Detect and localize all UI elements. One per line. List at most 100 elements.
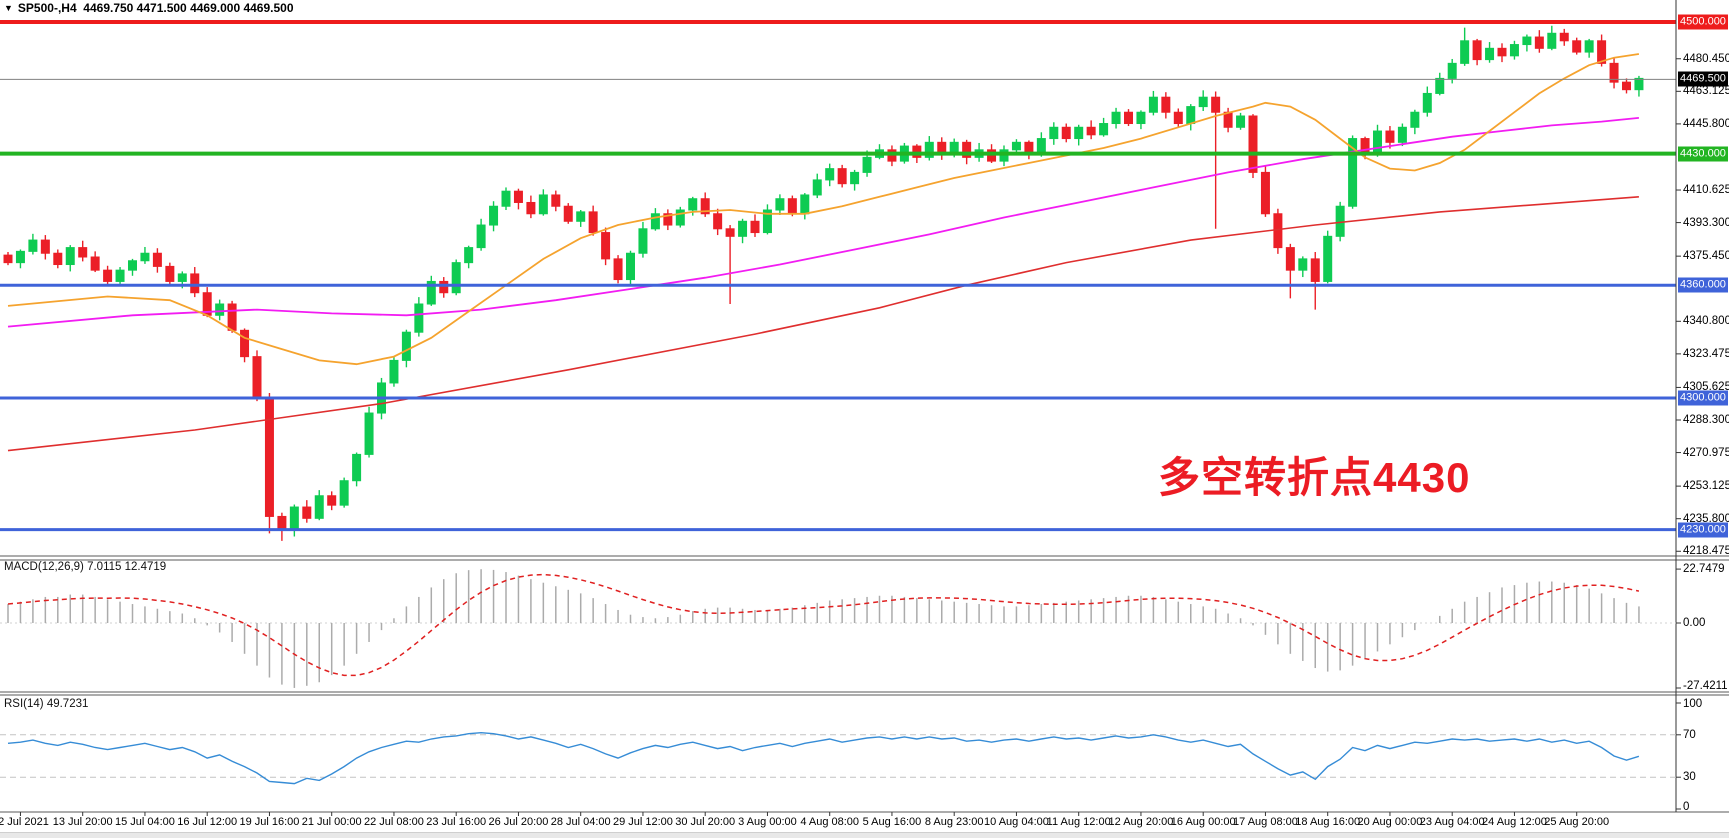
candle-body [165,265,175,282]
candle-body [663,213,673,226]
candle-body [650,213,660,230]
time-axis-label: 24 Aug 12:00 [1482,816,1547,828]
axis-tick-label: 4288.300 [1683,413,1729,426]
time-axis-label: 18 Aug 16:00 [1295,816,1361,828]
candle-body [3,254,13,264]
candle-body [401,331,411,361]
axis-tick-label: 0.00 [1683,617,1706,629]
candle-body [1497,47,1507,57]
time-axis-label: 17 Aug 08:00 [1233,816,1298,828]
candle-body [190,273,200,294]
candle-body [551,194,561,207]
candle-body [152,252,162,267]
candle-body [252,356,262,399]
candle-body [688,198,698,211]
axis-tick-label: 4340.800 [1683,315,1729,328]
candle-body [352,453,362,482]
candle-body [1161,96,1171,113]
candle-body [800,194,810,215]
candle-body [725,228,735,237]
candle-body [1509,44,1519,57]
candle-body [1148,96,1158,113]
candle-body [1211,96,1221,113]
axis-tick-label: 4270.975 [1683,446,1729,459]
axis-tick-label: 0 [1683,801,1690,813]
time-axis-label: 20 Aug 00:00 [1357,816,1423,828]
candle-body [1173,111,1183,125]
time-axis-label: 3 Aug 00:00 [738,816,797,828]
candle-body [1310,258,1320,282]
price-level-badge: 4469.500 [1678,71,1728,87]
chevron-down-icon[interactable]: ▼ [4,3,13,13]
axis-tick-label: 4218.475 [1683,545,1729,558]
candle-body [1410,111,1420,128]
candle-body [576,211,586,222]
time-axis-label: 12 Jul 2021 [0,816,49,828]
candle-body [1323,235,1333,282]
candle-body [1397,126,1407,143]
rsi-line [7,731,1640,785]
candle-body [1111,111,1121,125]
time-axis-label: 29 Jul 12:00 [612,816,673,828]
candle-body [1011,141,1021,151]
candle-body [1435,77,1445,94]
candle-body [1036,138,1046,155]
candle-body [389,359,399,384]
candle-body [115,269,125,282]
time-axis-label: 23 Aug 04:00 [1419,816,1485,828]
chart-text-annotation[interactable]: 多空转折点4430 [1158,454,1471,501]
price-level-badge: 4430.000 [1678,146,1728,162]
candle-body [613,258,623,281]
candle-body [128,260,137,271]
axis-tick-label: 4480.450 [1683,52,1729,65]
candle-body [1186,106,1196,125]
ohlc-readout: 4469.750 4471.500 4469.000 4469.500 [83,1,294,15]
candle-body [850,171,860,185]
macd-signal-line [7,573,1640,677]
axis-tick-label: 4393.300 [1683,216,1729,229]
candle-body [1609,62,1619,83]
time-axis-label: 8 Aug 23:00 [924,816,984,828]
time-axis-label: 16 Jul 12:00 [177,816,238,828]
candle-body [1534,36,1544,49]
price-level-badge: 4300.000 [1678,390,1728,406]
candle-body [1223,111,1233,128]
candle-body [1597,40,1607,64]
candle-body [1074,126,1084,140]
candle-body [15,250,25,264]
candle-body [750,220,760,234]
candle-body [327,495,337,506]
axis-tick-label: 4235.800 [1683,512,1729,525]
candle-body [277,515,287,531]
price-level-badge: 4230.000 [1678,522,1728,538]
candle-body [775,198,785,211]
candle-body [53,252,63,266]
candle-body [215,303,225,316]
candle-body [451,262,461,294]
candle-body [762,209,772,234]
window-bottom-edge [0,832,1729,838]
candle-body [862,156,872,173]
candle-body [675,209,685,226]
candle-body [1472,40,1482,61]
candle-body [227,303,237,331]
candle-body [1285,247,1295,271]
candle-body [302,506,312,519]
rsi-indicator-label: RSI(14) 49.7231 [4,698,89,710]
candle-body [787,198,797,215]
time-axis-label: 22 Jul 08:00 [363,816,424,828]
candle-body [563,205,573,222]
candle-body [1049,126,1059,140]
candle-body [588,211,598,234]
candle-body [1572,40,1582,53]
candle-body [464,247,474,264]
candle-body [1373,130,1382,155]
ma-fast-line [7,53,1640,366]
time-axis-label: 19 Jul 16:00 [239,816,300,828]
axis-tick-label: 4410.625 [1683,184,1729,197]
candle-body [1086,126,1096,136]
candle-body [1260,171,1270,215]
time-axis-label: 30 Jul 20:00 [675,816,736,828]
